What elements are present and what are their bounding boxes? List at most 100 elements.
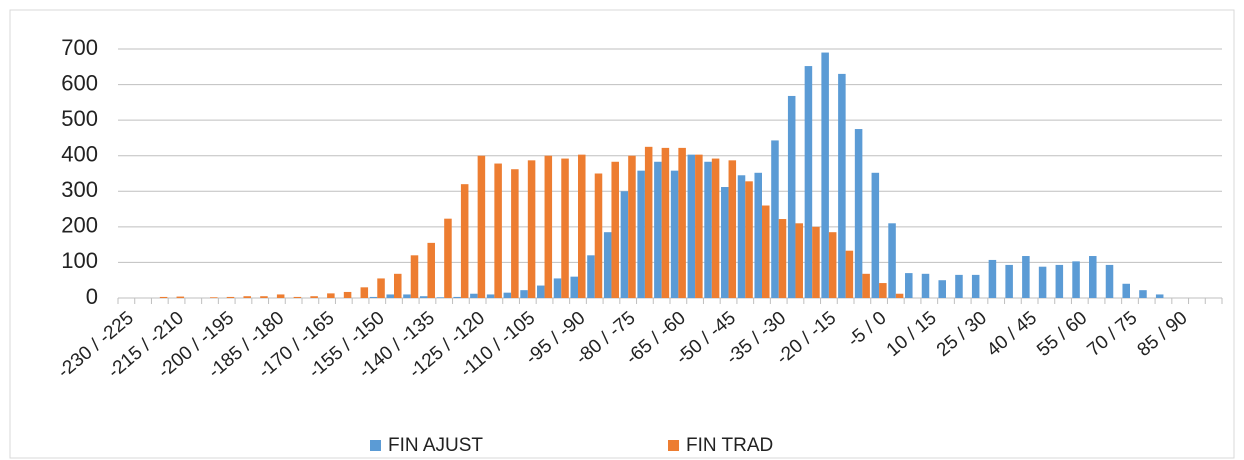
bar [427,242,435,298]
bar [486,294,495,298]
bar [721,187,729,298]
bar [687,154,696,298]
bar [360,287,369,298]
bar [1055,264,1064,298]
bar [728,160,737,298]
bar [654,161,662,298]
bar [520,290,528,298]
bar [620,191,629,298]
bar [711,158,720,298]
bar [695,154,703,298]
bar [1139,290,1147,298]
bar [745,181,753,298]
bar [310,296,318,298]
bar [537,285,545,298]
bar [637,170,645,298]
bar [494,163,502,298]
legend-label: FIN TRAD [686,435,773,456]
bar [971,274,980,298]
bar [737,175,746,298]
bar [762,205,770,298]
bar [812,226,820,298]
bar [795,223,803,298]
bar [470,293,478,298]
bar [628,155,636,298]
bar [176,296,185,298]
bar [1089,256,1097,298]
legend-label: FIN AJUST [388,435,483,456]
bar [603,232,612,298]
bar [369,296,378,298]
y-tick-label: 400 [61,142,98,167]
bar [871,172,880,298]
bar [293,296,302,298]
legend-swatch [370,440,381,451]
bar [778,219,787,298]
bar [611,161,619,298]
bar [460,184,469,298]
bar [159,296,168,298]
bar [879,283,887,298]
bar [854,129,863,298]
bar [955,274,963,298]
bar [444,218,452,298]
bar [862,273,870,298]
bar [905,273,913,298]
bar [394,273,402,298]
bar [678,147,686,298]
bar [888,223,896,298]
bar [276,294,285,298]
bar [661,147,670,298]
bar [327,293,335,298]
bar [553,278,562,298]
bar [704,161,712,298]
bar [644,146,653,298]
bar [787,95,796,298]
bar [587,255,595,298]
y-tick-label: 700 [61,35,98,60]
bar [1038,266,1047,298]
bar [828,232,837,298]
bar [821,52,829,298]
bar [921,273,930,298]
bar [895,293,904,298]
y-tick-label: 500 [61,106,98,131]
bar [1105,264,1114,298]
bar [570,276,578,298]
bar [403,294,411,298]
bar [845,250,854,298]
bar [578,154,586,298]
bar [1022,256,1030,298]
y-tick-label: 600 [61,70,98,95]
bar [377,278,385,298]
y-tick-label: 200 [61,213,98,238]
bar [343,291,352,298]
y-tick-label: 300 [61,177,98,202]
bar [410,255,419,298]
bar [453,296,461,298]
bar [544,155,553,298]
y-tick-label: 0 [86,284,98,309]
bar [260,296,268,298]
bar [771,140,779,298]
bar [1005,264,1013,298]
bar [436,297,445,298]
bar [503,292,512,298]
y-tick-label: 100 [61,248,98,273]
bar [670,170,679,298]
bar [511,169,519,298]
bar [938,280,946,298]
bar [226,296,235,298]
bar [838,73,846,299]
bar [1155,294,1164,298]
bar [594,173,603,298]
bar [988,259,997,298]
bar [210,297,218,298]
bar [1072,261,1080,298]
bar [754,172,762,298]
bar [804,66,813,299]
bar [561,158,569,298]
bar [1122,283,1130,298]
legend-swatch [668,440,679,451]
